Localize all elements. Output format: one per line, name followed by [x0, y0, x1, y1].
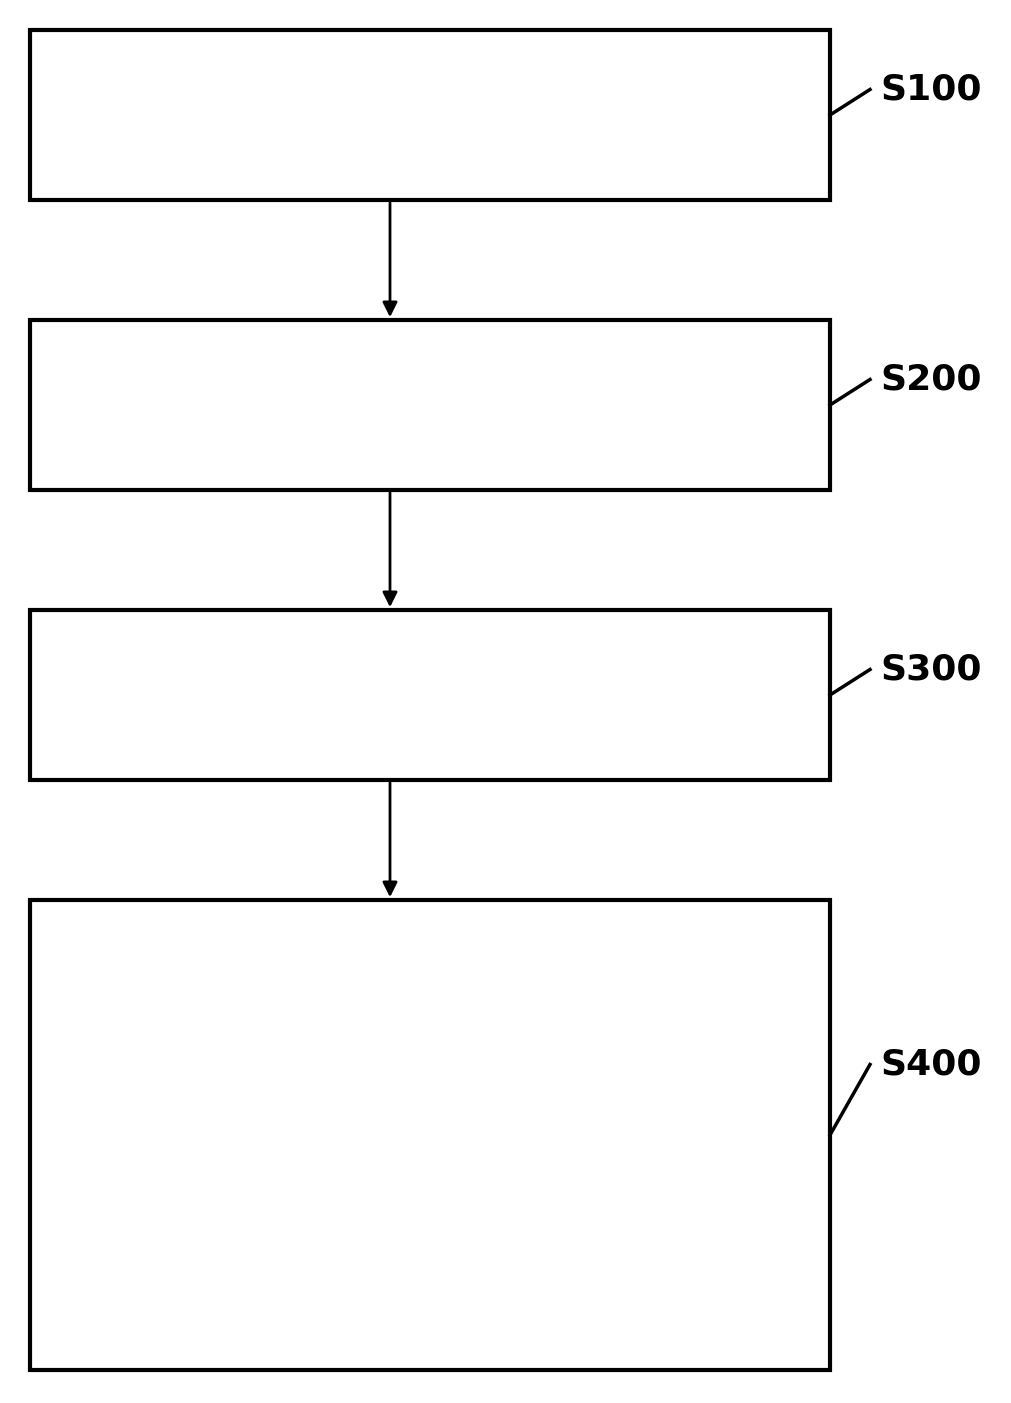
Text: S400: S400: [880, 1048, 981, 1082]
Text: S200: S200: [880, 362, 981, 397]
Bar: [30, 610, 829, 780]
Text: S100: S100: [880, 73, 981, 107]
Bar: [30, 29, 829, 201]
Text: S300: S300: [880, 652, 981, 686]
Bar: [30, 899, 829, 1369]
Bar: [30, 320, 829, 490]
